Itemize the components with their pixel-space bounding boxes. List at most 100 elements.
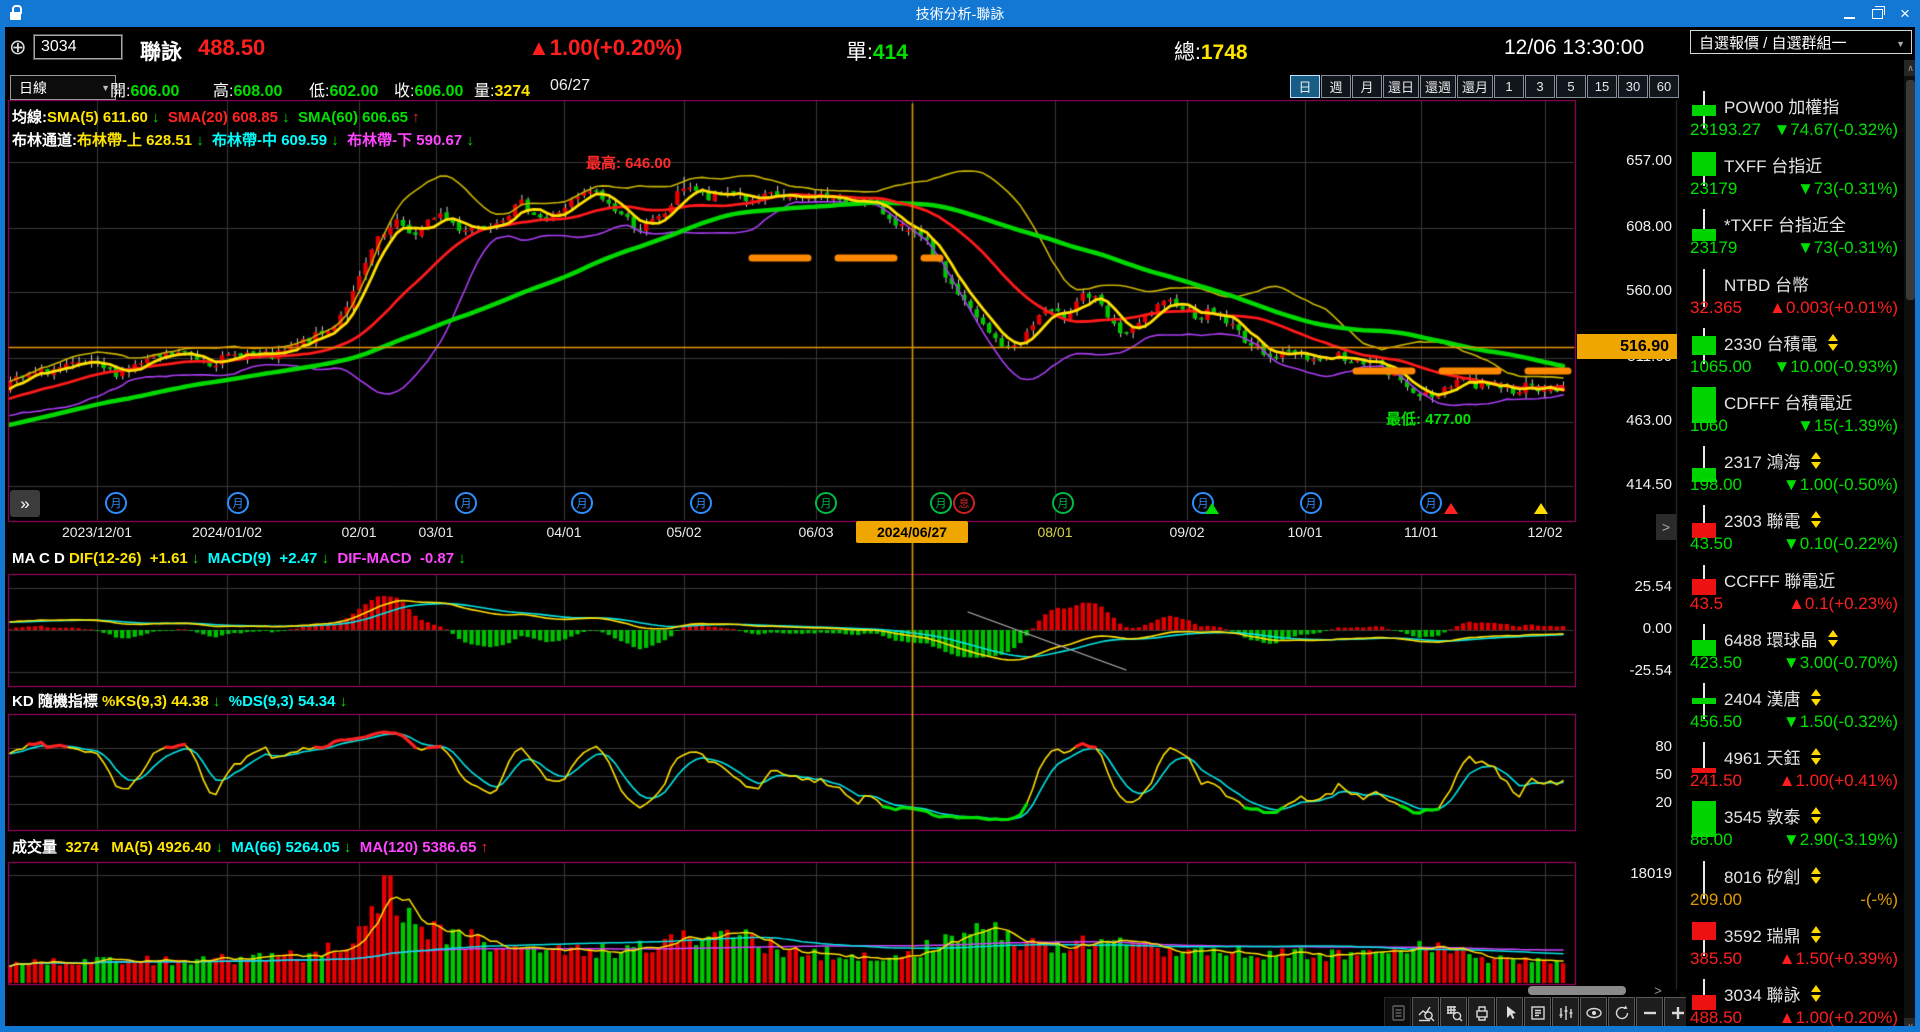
period-button-3[interactable]: 3 — [1525, 75, 1555, 98]
period-button-週[interactable]: 週 — [1321, 75, 1351, 98]
axis-tick: 20 — [1655, 794, 1672, 811]
eye-icon[interactable] — [1580, 997, 1607, 1029]
restore-button[interactable] — [1866, 4, 1888, 23]
watchlist-row[interactable]: NTBD 台幣 32.365 ▲0.003(+0.01%) — [1686, 265, 1902, 324]
watchlist-scrollbar-thumb[interactable] — [1906, 80, 1915, 300]
updown-arrows-icon — [1810, 807, 1821, 825]
watchlist-row[interactable]: 3034 聯詠 488.50 ▲1.00(+0.20%) — [1686, 975, 1902, 1026]
report-icon[interactable] — [1384, 997, 1411, 1029]
title-bar: 技術分析-聯詠 × — [0, 0, 1920, 27]
watchlist-group-select[interactable]: 自選報價 / 自選群組一 ▼ — [1690, 30, 1912, 54]
indicator-icon[interactable] — [1552, 997, 1579, 1029]
horizontal-scrollbar-thumb[interactable] — [1528, 986, 1626, 995]
date-label: 10/01 — [1287, 524, 1323, 540]
period-button-15[interactable]: 15 — [1587, 75, 1617, 98]
scroll-right-icon[interactable]: > — [1656, 514, 1676, 540]
target-icon[interactable]: ⊕ — [9, 36, 27, 59]
updown-arrows-icon — [1827, 629, 1838, 647]
watchlist-row[interactable]: 3592 瑞鼎 385.50 ▲1.50(+0.39%) — [1686, 916, 1902, 975]
watchlist-row[interactable]: 8016 矽創 209.00 -(-%) — [1686, 857, 1902, 916]
period-button-30[interactable]: 30 — [1618, 75, 1648, 98]
watchlist-change: ▼74.67(-0.32%) — [1773, 120, 1898, 139]
date-label: 11/01 — [1404, 524, 1438, 540]
cursor-icon[interactable] — [1496, 997, 1523, 1029]
date-label: 08/01 — [1037, 524, 1073, 540]
date-label: 05/02 — [666, 524, 702, 540]
watchlist-change: ▲1.50(+0.39%) — [1778, 948, 1898, 968]
panel-icon[interactable] — [1524, 997, 1551, 1029]
text-segment: DIF-MACD -0.87 — [329, 550, 455, 567]
period-button-還日[interactable]: 還日 — [1383, 75, 1419, 98]
watchlist-row[interactable]: 2330 台積電 1065.00 ▼10.00(-0.93%) — [1686, 324, 1902, 383]
text-segment: ↓ — [327, 132, 339, 149]
stock-price: 488.50 — [198, 35, 266, 60]
date-label: 09/02 — [1169, 524, 1205, 540]
watchlist-change: ▼73(-0.31%) — [1797, 179, 1898, 199]
watchlist-row[interactable]: 4961 天鈺 241.50 ▲1.00(+0.41%) — [1686, 738, 1902, 797]
mini-candle-icon — [1692, 623, 1716, 662]
watchlist-row[interactable]: *TXFF 台指近全 23179 ▼73(-0.31%) — [1686, 205, 1902, 264]
trend-zoom-icon[interactable] — [1412, 997, 1439, 1029]
text-segment: 3274 — [65, 839, 99, 856]
scrollbar-right-icon[interactable]: > — [1654, 982, 1662, 998]
period-button-月[interactable]: 月 — [1352, 75, 1382, 98]
stock-code-input[interactable] — [33, 34, 123, 60]
watchlist-change: ▼1.00(-0.50%) — [1782, 475, 1898, 495]
mini-candle-icon — [1692, 505, 1716, 543]
window-border-bottom — [0, 1026, 1920, 1032]
mini-candle-icon — [1692, 979, 1716, 1017]
current-price-tag: 516.90 — [1577, 334, 1677, 359]
watchlist-price: 23179 — [1690, 238, 1738, 258]
minimize-button[interactable] — [1838, 4, 1860, 23]
bar-date: 06/27 — [550, 77, 591, 94]
period-button-日[interactable]: 日 — [1290, 75, 1320, 98]
updown-arrows-icon — [1810, 689, 1821, 706]
text-segment: 布林通道: — [12, 132, 77, 149]
watchlist-row[interactable]: POW00 加權指 23193.27 ▼74.67(-0.32%) — [1686, 87, 1902, 146]
watchlist-symbol-name: 3592 瑞鼎 — [1724, 922, 1821, 947]
watchlist-price: 423.50 — [1690, 652, 1742, 672]
watchlist-row[interactable]: 3545 敦泰 88.00 ▼2.90(-3.19%) — [1686, 797, 1902, 856]
period-button-還月[interactable]: 還月 — [1457, 75, 1493, 98]
period-select[interactable]: 日線 ▼ — [10, 75, 116, 100]
scroll-up-icon[interactable]: ∧ — [1904, 60, 1917, 76]
watchlist-row[interactable]: 2303 聯電 43.50 ▼0.10(-0.22%) — [1686, 501, 1902, 560]
bottom-toolbar — [1384, 997, 1691, 1029]
watchlist-row[interactable]: 2404 漢唐 456.50 ▼1.50(-0.32%) — [1686, 679, 1902, 738]
watchlist-row[interactable]: TXFF 台指近 23179 ▼73(-0.31%) — [1686, 146, 1902, 205]
watchlist-change: ▲0.003(+0.01%) — [1769, 297, 1898, 317]
axis-tick: 657.00 — [1626, 152, 1672, 169]
axis-tick: 560.00 — [1626, 282, 1672, 299]
chevron-down-icon: ▼ — [1896, 39, 1905, 49]
chart-canvas[interactable] — [0, 0, 1686, 1032]
text-segment: ↓ — [147, 109, 160, 126]
watchlist-row[interactable]: CDFFF 台積電近 1060 ▼15(-1.39%) — [1686, 383, 1902, 442]
printer-icon[interactable] — [1468, 997, 1495, 1029]
watchlist-row[interactable]: CCFFF 聯電近 43.5 ▲0.1(+0.23%) — [1686, 561, 1902, 620]
watchlist-change: ▲1.00(+0.41%) — [1778, 771, 1898, 791]
period-button-還週[interactable]: 還週 — [1420, 75, 1456, 98]
minus-icon[interactable] — [1636, 997, 1663, 1029]
refresh-icon[interactable] — [1608, 997, 1635, 1029]
expand-button[interactable]: » — [10, 490, 40, 517]
watchlist-change: ▼1.50(-0.32%) — [1782, 712, 1898, 731]
close-button[interactable]: × — [1900, 3, 1910, 23]
macd-header: MA C D DIF(12-26) +1.61 ↓ MACD(9) +2.47 … — [12, 550, 466, 567]
watchlist-row[interactable]: 2317 鴻海 198.00 ▼1.00(-0.50%) — [1686, 442, 1902, 501]
period-button-60[interactable]: 60 — [1649, 75, 1679, 98]
text-segment: 布林帶-下 590.67 — [338, 132, 463, 149]
text-segment: MA C D — [12, 550, 69, 567]
text-segment: ↓ — [454, 550, 466, 567]
watchlist-symbol-name: 3545 敦泰 — [1724, 803, 1821, 828]
watchlist-symbol-name: 2330 台積電 — [1724, 330, 1838, 355]
watchlist-row[interactable]: 6488 環球晶 423.50 ▼3.00(-0.70%) — [1686, 620, 1902, 679]
watchlist-symbol-name: 3034 聯詠 — [1724, 981, 1821, 1006]
text-segment: %KS(9,3) 44.38 — [102, 693, 209, 710]
text-segment: ↓ — [187, 550, 200, 567]
period-button-5[interactable]: 5 — [1556, 75, 1586, 98]
text-segment: MA(66) 5264.05 — [222, 839, 340, 856]
period-button-1[interactable]: 1 — [1494, 75, 1524, 98]
window-title: 技術分析-聯詠 — [915, 5, 1005, 22]
watchlist-price: 209.00 — [1690, 889, 1742, 909]
grid-zoom-icon[interactable] — [1440, 997, 1467, 1029]
